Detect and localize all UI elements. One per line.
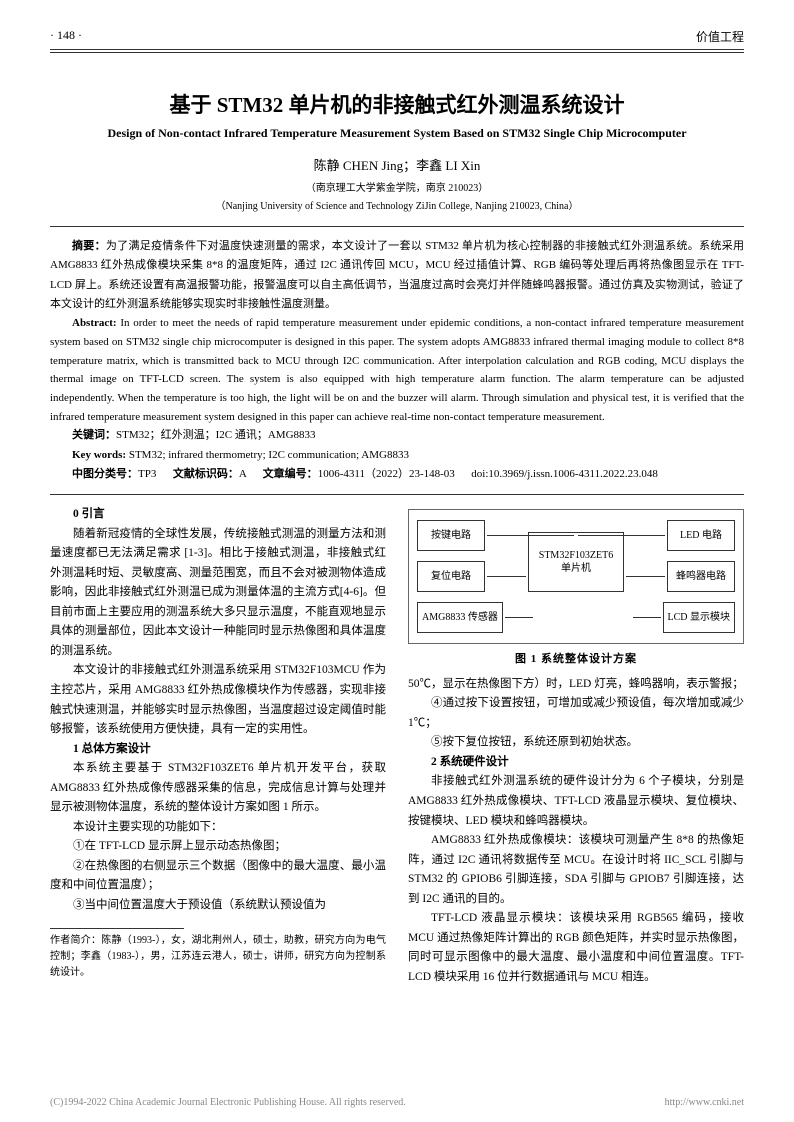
section-0-heading: 0 引言 [50, 505, 386, 525]
diag-box-key: 按键电路 [417, 520, 485, 551]
meta-row: 中图分类号：TP3 文献标识码：A 文章编号：1006-4311（2022）23… [50, 465, 744, 484]
footer-copyright: (C)1994-2022 China Academic Journal Elec… [50, 1097, 406, 1108]
abstract-cn-label: 摘要： [72, 240, 106, 252]
authors: 陈静 CHEN Jing；李鑫 LI Xin [50, 155, 744, 174]
sec1-item-3: ③当中间位置温度大于预设值（系统默认预设值为 [50, 896, 386, 916]
abstract-en-block: Abstract: In order to meet the needs of … [50, 314, 744, 426]
divider-top [50, 226, 744, 227]
abstract-cn-block: 摘要：为了满足疫情条件下对温度快速测量的需求，本文设计了一套以 STM32 单片… [50, 237, 744, 314]
diag-box-mcu: STM32F103ZET6 单片机 [528, 532, 624, 592]
author-footnote: 作者简介：陈静（1993-），女，湖北荆州人，硕士，助教，研究方向为电气控制；李… [50, 933, 386, 981]
footer-url: http://www.cnki.net [665, 1097, 744, 1108]
divider-bottom [50, 494, 744, 495]
figure-1-caption: 图 1 系统整体设计方案 [408, 650, 744, 669]
section-2-heading: 2 系统硬件设计 [408, 753, 744, 773]
page-number: · 148 · [50, 28, 82, 45]
sec1-item-2: ②在热像图的右侧显示三个数据（图像中的最大温度、最小温度和中间位置温度）； [50, 857, 386, 896]
intro-para-2: 本文设计的非接触式红外测温系统采用 STM32F103MCU 作为主控芯片，采用… [50, 661, 386, 739]
affiliation-cn: （南京理工大学紫金学院，南京 210023） [50, 179, 744, 194]
intro-para-1: 随着新冠疫情的全球性发展，传统接触式测温的测量方法和测量速度都已无法满足需求 [… [50, 525, 386, 662]
title-cn: 基于 STM32 单片机的非接触式红外测温系统设计 [50, 89, 744, 119]
sec1-para-2: 本设计主要实现的功能如下： [50, 818, 386, 838]
page-footer: (C)1994-2022 China Academic Journal Elec… [50, 1097, 744, 1108]
sec2-para-3: TFT-LCD 液晶显示模块：该模块采用 RGB565 编码，接收 MCU 通过… [408, 909, 744, 987]
diag-box-reset: 复位电路 [417, 561, 485, 592]
running-header: · 148 · 价值工程 [50, 28, 744, 50]
header-rule [50, 52, 744, 53]
affiliation-en: （Nanjing University of Science and Techn… [50, 197, 744, 212]
sec2-para-2: AMG8833 红外热成像模块：该模块可测量产生 8*8 的热像矩阵，通过 I2… [408, 831, 744, 909]
diag-box-lcd: LCD 显示模块 [663, 602, 736, 633]
sec1-item-4: ④通过按下设置按钮，可增加或减少预设值，每次增加或减少 1℃； [408, 694, 744, 733]
abstract-en-text: In order to meet the needs of rapid temp… [50, 317, 744, 422]
sec1-item-1: ①在 TFT-LCD 显示屏上显示动态热像图； [50, 837, 386, 857]
keywords-en: Key words: STM32; infrared thermometry; … [50, 446, 744, 465]
diag-box-led: LED 电路 [667, 520, 735, 551]
title-en: Design of Non-contact Infrared Temperatu… [50, 125, 744, 141]
abstract-en-label: Abstract: [72, 317, 120, 329]
footnote-rule [50, 928, 184, 929]
right-cont: 50℃，显示在热像图下方）时，LED 灯亮，蜂鸣器响，表示警报； [408, 675, 744, 695]
right-column: 按键电路 STM32F103ZET6 单片机 LED 电路 复位电路 蜂鸣器电路… [408, 505, 744, 987]
keywords-cn: 关键词：STM32；红外测温；I2C 通讯；AMG8833 [50, 426, 744, 445]
body-columns: 0 引言 随着新冠疫情的全球性发展，传统接触式测温的测量方法和测量速度都已无法满… [50, 505, 744, 987]
abstract-cn-text: 为了满足疫情条件下对温度快速测量的需求，本文设计了一套以 STM32 单片机为核… [50, 240, 744, 310]
figure-1: 按键电路 STM32F103ZET6 单片机 LED 电路 复位电路 蜂鸣器电路… [408, 509, 744, 669]
journal-name: 价值工程 [696, 28, 744, 45]
section-1-heading: 1 总体方案设计 [50, 740, 386, 760]
sec1-item-5: ⑤按下复位按钮，系统还原到初始状态。 [408, 733, 744, 753]
diag-box-buzzer: 蜂鸣器电路 [667, 561, 735, 592]
left-column: 0 引言 随着新冠疫情的全球性发展，传统接触式测温的测量方法和测量速度都已无法满… [50, 505, 386, 987]
sec1-para-1: 本系统主要基于 STM32F103ZET6 单片机开发平台，获取 AMG8833… [50, 759, 386, 818]
sec2-para-1: 非接触式红外测温系统的硬件设计分为 6 个子模块，分别是 AMG8833 红外热… [408, 772, 744, 831]
system-diagram: 按键电路 STM32F103ZET6 单片机 LED 电路 复位电路 蜂鸣器电路… [408, 509, 744, 644]
diag-box-sensor: AMG8833 传感器 [417, 602, 503, 633]
